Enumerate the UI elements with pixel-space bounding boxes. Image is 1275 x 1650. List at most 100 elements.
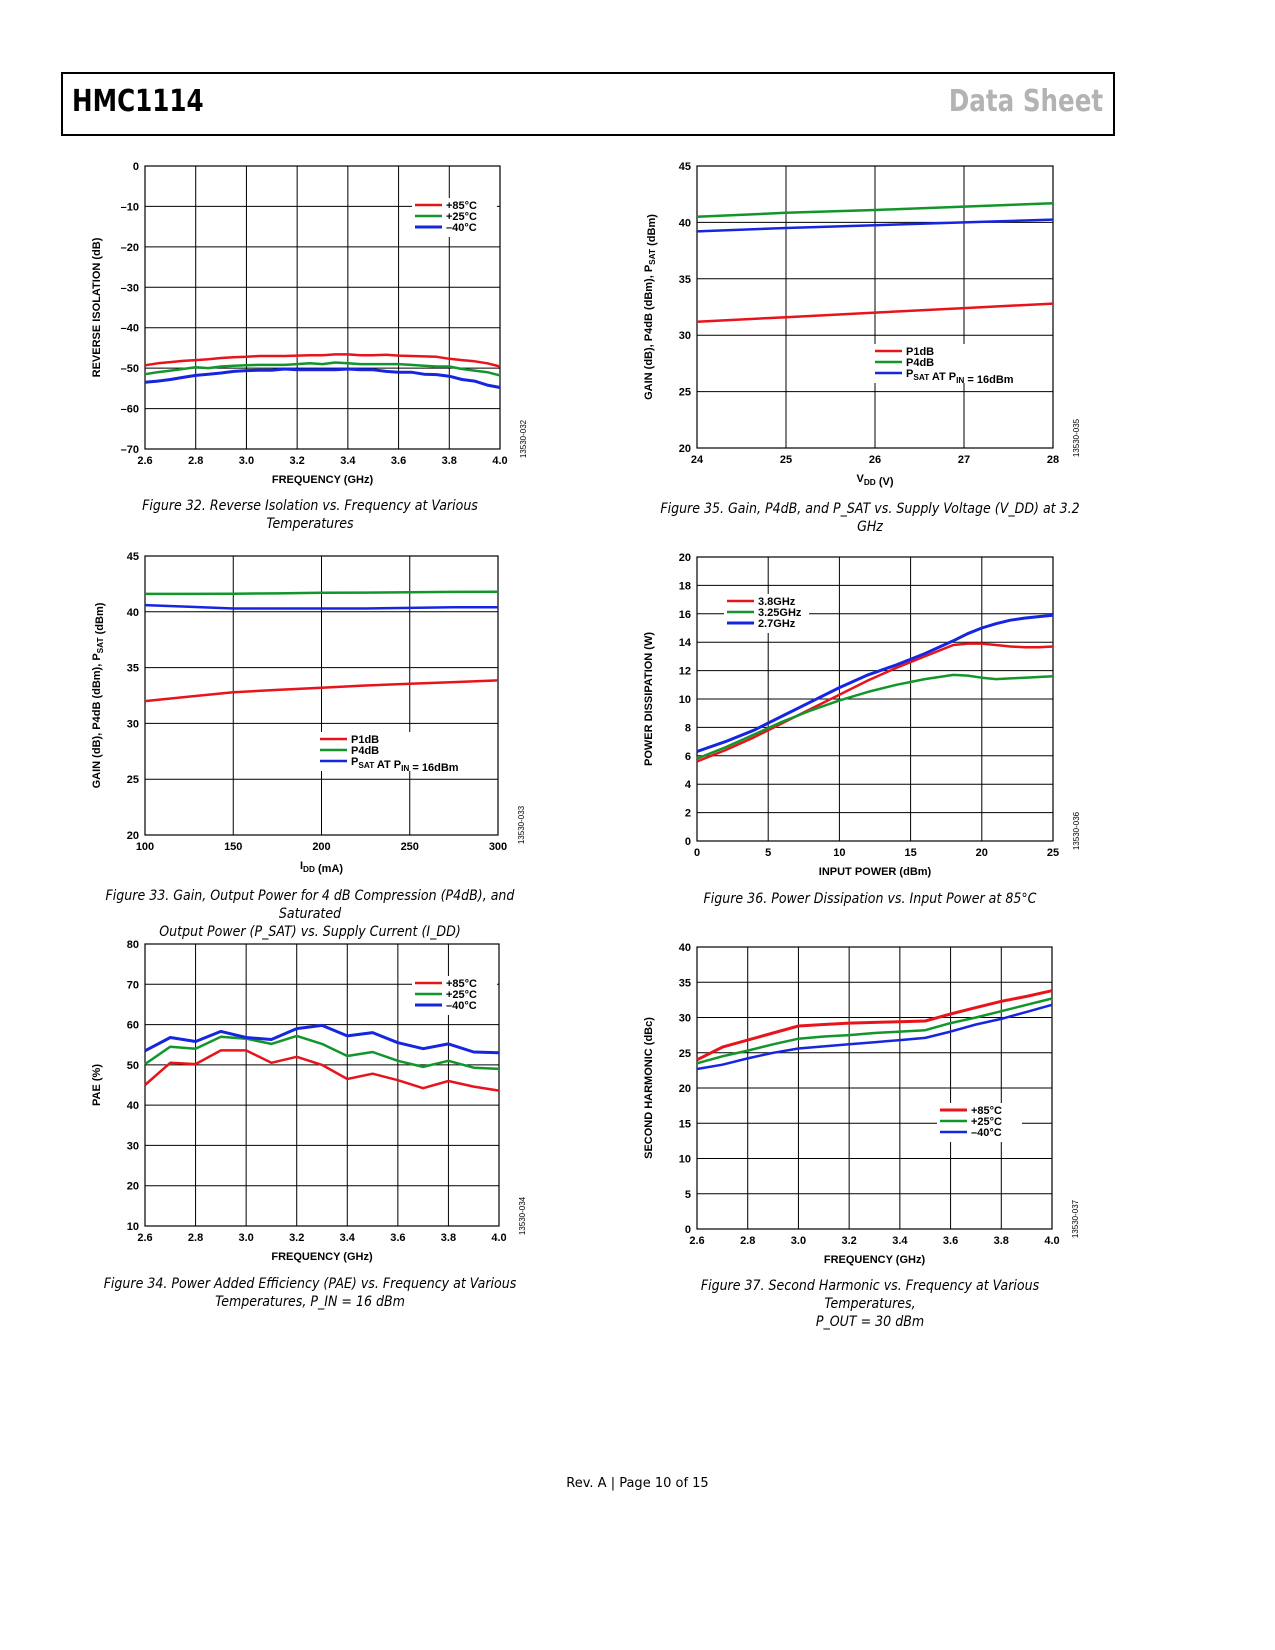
series-line-blue xyxy=(144,603,498,610)
y-tick-label: 0 xyxy=(685,836,691,848)
plot-frame xyxy=(144,555,499,836)
legend-label: P4dB xyxy=(906,357,934,369)
x-tick-label: 2.6 xyxy=(137,455,152,467)
x-tick-label: 300 xyxy=(489,841,507,853)
y-tick-label: 2 xyxy=(685,808,691,820)
legend-background xyxy=(937,1103,1022,1142)
legend-background xyxy=(412,198,497,237)
x-axis-label: VDD (V) xyxy=(857,473,894,488)
x-tick-label: 2.8 xyxy=(188,455,203,467)
legend-label: +85°C xyxy=(971,1105,1002,1117)
y-tick-label: 20 xyxy=(679,1083,691,1095)
legend: +85°C+25°C–40°C xyxy=(937,1103,1022,1142)
series-line-green xyxy=(696,997,1053,1065)
plot-frame xyxy=(144,165,501,450)
series-line-blue xyxy=(696,1003,1053,1071)
x-tick-label: 3.2 xyxy=(841,1235,856,1247)
series-line-red xyxy=(696,642,1054,763)
x-tick-label: 3.4 xyxy=(340,1232,356,1244)
caption-figure-33: Figure 33. Gain, Output Power for 4 dB C… xyxy=(85,887,535,941)
y-tick-label: 10 xyxy=(679,1154,691,1166)
y-tick-label: 12 xyxy=(679,666,691,678)
legend-label: –40°C xyxy=(446,1000,477,1012)
caption-line-2: P_OUT = 30 dBm xyxy=(815,1314,925,1330)
y-tick-label: 35 xyxy=(679,274,691,286)
series-line-green xyxy=(144,361,501,377)
legend-label: –40°C xyxy=(971,1127,1002,1139)
x-tick-label: 3.4 xyxy=(340,455,356,467)
x-axis-label: INPUT POWER (dBm) xyxy=(819,866,932,878)
x-axis-label: FREQUENCY (GHz) xyxy=(824,1254,926,1266)
caption-figure-35: Figure 35. Gain, P4dB, and P_SAT vs. Sup… xyxy=(654,500,1086,536)
series-line-red xyxy=(144,679,499,703)
caption-line-1: Figure 33. Gain, Output Power for 4 dB C… xyxy=(105,888,515,922)
x-tick-label: 3.2 xyxy=(289,1232,304,1244)
legend-label: P1dB xyxy=(351,734,379,746)
y-tick-label: –20 xyxy=(121,242,139,254)
figure-code: 13530-034 xyxy=(518,1196,527,1235)
y-axis-label: GAIN (dB), P4dB (dBm), PSAT (dBm) xyxy=(643,214,658,400)
x-tick-label: 0 xyxy=(694,847,700,859)
x-tick-label: 24 xyxy=(691,454,704,466)
series-line-red xyxy=(144,353,501,368)
x-tick-label: 28 xyxy=(1047,454,1059,466)
gridlines xyxy=(144,165,501,450)
figure-code: 13530-036 xyxy=(1072,811,1081,850)
legend: +85°C+25°C–40°C xyxy=(412,976,497,1015)
x-tick-label: 3.8 xyxy=(994,1235,1009,1247)
y-tick-label: 20 xyxy=(127,830,139,842)
y-tick-label: 25 xyxy=(679,1048,691,1060)
y-tick-label: 15 xyxy=(679,1118,691,1130)
y-tick-label: –40 xyxy=(121,323,139,335)
y-tick-label: 40 xyxy=(127,607,139,619)
x-tick-label: 3.6 xyxy=(390,1232,405,1244)
y-tick-label: 14 xyxy=(679,637,692,649)
figure-code: 13530-032 xyxy=(519,419,528,458)
x-tick-label: 4.0 xyxy=(492,455,507,467)
y-tick-label: 18 xyxy=(679,580,691,592)
y-tick-label: 25 xyxy=(679,387,691,399)
caption-figure-32: Figure 32. Reverse Isolation vs. Frequen… xyxy=(103,497,517,533)
y-axis-label: POWER DISSIPATION (W) xyxy=(643,632,655,766)
x-tick-label: 25 xyxy=(780,454,792,466)
legend-label: PSAT AT PIN = 16dBm xyxy=(351,756,459,774)
y-tick-label: 16 xyxy=(679,609,691,621)
x-tick-label: 5 xyxy=(765,847,771,859)
legend-label: P1dB xyxy=(906,346,934,358)
y-tick-label: 30 xyxy=(679,1013,691,1025)
series-line-blue xyxy=(696,218,1054,233)
x-tick-label: 3.6 xyxy=(391,455,406,467)
y-axis-label: REVERSE ISOLATION (dB) xyxy=(91,237,103,377)
plot-frame xyxy=(696,165,1054,449)
y-tick-label: 0 xyxy=(685,1224,691,1236)
x-tick-label: 3.8 xyxy=(442,455,457,467)
x-tick-label: 3.4 xyxy=(892,1235,908,1247)
caption-line-2: Output Power (P_SAT) vs. Supply Current … xyxy=(159,924,461,940)
series-line-green xyxy=(144,1034,500,1071)
y-tick-label: 20 xyxy=(679,443,691,455)
x-tick-label: 3.0 xyxy=(238,1232,253,1244)
figure-code: 13530-035 xyxy=(1072,418,1081,457)
x-axis-label: FREQUENCY (GHz) xyxy=(271,1251,373,1263)
y-tick-label: 45 xyxy=(127,551,139,563)
series-line-red xyxy=(144,1049,500,1092)
y-tick-label: 5 xyxy=(685,1189,691,1201)
series-line-blue xyxy=(144,367,501,389)
y-axis-label: PAE (%) xyxy=(91,1064,103,1106)
x-tick-label: 250 xyxy=(401,841,419,853)
y-tick-label: 8 xyxy=(685,722,691,734)
caption-line-1: Figure 37. Second Harmonic vs. Frequency… xyxy=(700,1278,1040,1312)
y-tick-label: 10 xyxy=(127,1221,139,1233)
x-tick-label: 15 xyxy=(904,847,916,859)
legend-background xyxy=(724,594,809,633)
series-line-green xyxy=(696,673,1054,760)
gridlines xyxy=(696,556,1054,842)
x-axis-label: IDD (mA) xyxy=(300,860,343,875)
